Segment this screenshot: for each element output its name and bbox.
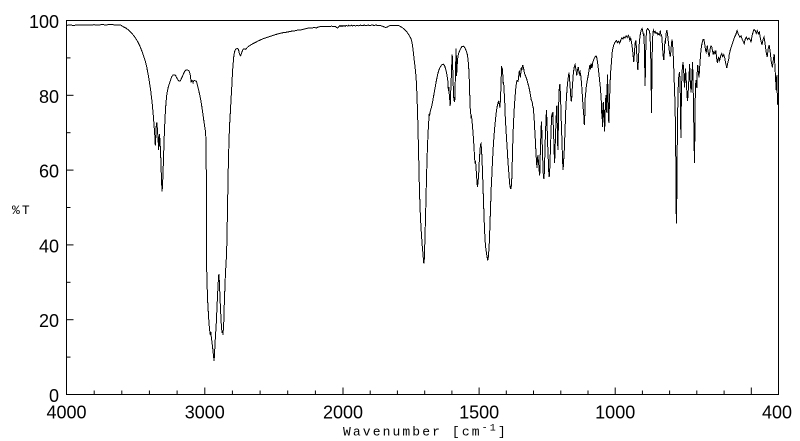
svg-text:3000: 3000 [185,403,225,423]
svg-text:Wavenumber [cm-1]: Wavenumber [cm-1] [343,424,508,440]
svg-text:2000: 2000 [323,403,363,423]
svg-text:%T: %T [12,203,32,218]
svg-text:400: 400 [762,403,792,423]
svg-text:4000: 4000 [46,403,86,423]
svg-text:40: 40 [39,236,59,256]
svg-text:1500: 1500 [459,403,499,423]
svg-text:80: 80 [39,87,59,107]
svg-text:1000: 1000 [595,403,635,423]
svg-text:60: 60 [39,162,59,182]
svg-text:0: 0 [49,386,59,406]
svg-text:100: 100 [29,12,59,32]
svg-text:20: 20 [39,311,59,331]
